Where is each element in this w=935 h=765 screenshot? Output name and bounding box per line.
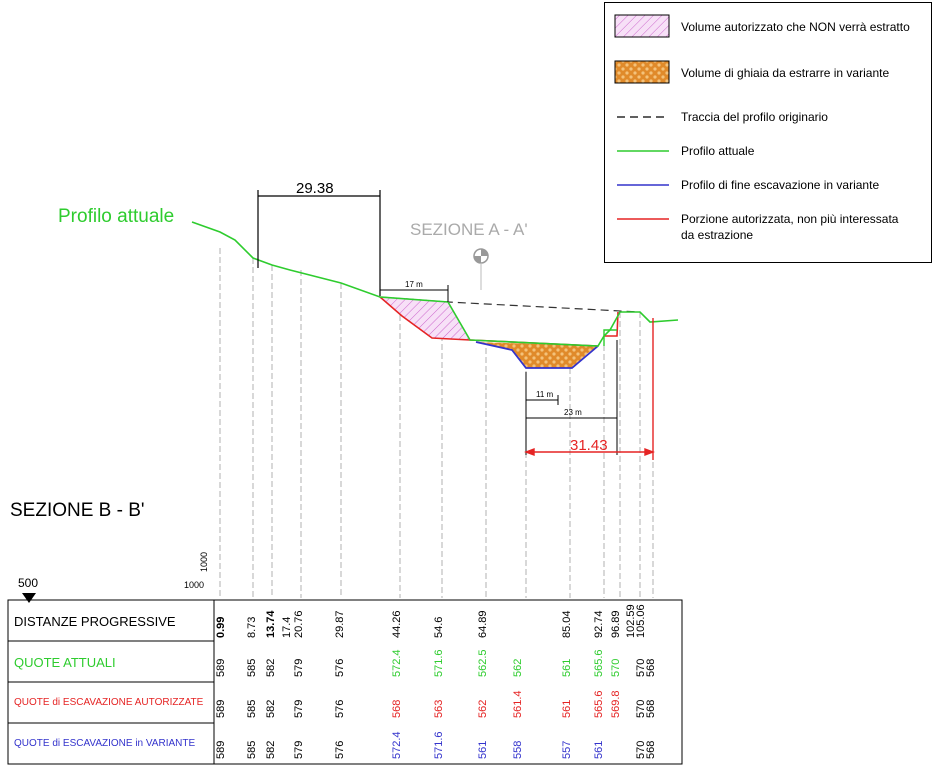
legend-label: Volume di ghiaia da estrarre in variante [681, 66, 890, 80]
quota-attuale-cell: 571.6 [433, 649, 445, 677]
blue-line-icon [617, 184, 669, 186]
red-line-icon [617, 218, 669, 220]
legend-item-red: Porzione autorizzata, non più interessat… [605, 207, 933, 257]
distance-cell: 20.76 [293, 610, 305, 638]
distance-cell: 105.06 [635, 604, 647, 638]
quota-variante-cell: 589 [215, 740, 227, 759]
quota-attuale-cell: 561 [561, 658, 573, 677]
legend-item-blue: Profilo di fine escavazione in variante [605, 173, 933, 197]
hatch-swatch-icon [614, 14, 670, 38]
distance-cell: 44.26 [391, 610, 403, 638]
distance-cell: 17.4 [281, 616, 293, 638]
section-marker-icon [473, 248, 489, 290]
dimension-29-38 [257, 190, 381, 296]
quota-attuale-cell: 585 [246, 658, 258, 677]
quota-variante-cell: 557 [561, 740, 573, 759]
scale-500-label: 500 [18, 576, 39, 590]
distance-cell: 92.74 [593, 610, 605, 638]
distance-cell: 8.73 [246, 616, 258, 638]
quota-attuale-cell: 565.6 [593, 649, 605, 677]
dim-11-label: 11 m [536, 390, 554, 399]
quota-autorizzata-cell: 579 [293, 699, 305, 718]
quota-variante-cell: 568 [645, 740, 657, 759]
quota-autorizzata-cell: 561.4 [512, 690, 524, 718]
green-line-icon [617, 150, 669, 152]
distance-cell: 64.89 [477, 610, 489, 638]
authorized-volume-hatch [380, 297, 470, 340]
quota-autorizzata-cell: 562 [477, 699, 489, 718]
scale-h-label: 1000 [184, 580, 205, 590]
distance-cell: 13.74 [265, 610, 277, 638]
quota-attuale-cell: 562 [512, 658, 524, 677]
quota-attuale-cell: 572.4 [391, 649, 403, 677]
section-bb-title: SEZIONE B - B' [10, 500, 145, 521]
quota-autorizzata-cell: 563 [433, 699, 445, 718]
legend-item-dashed: Traccia del profilo originario [605, 105, 933, 129]
dimension-17m [380, 285, 449, 302]
distance-cell: 29.87 [334, 610, 346, 638]
quota-autorizzata-cell: 568 [645, 699, 657, 718]
legend-item-green: Profilo attuale [605, 139, 933, 163]
distance-cell: 54.6 [433, 616, 445, 638]
quota-autorizzata-cell: 589 [215, 699, 227, 718]
quota-attuale-cell: 570 [610, 658, 622, 677]
row-label-distanze: DISTANZE PROGRESSIVE [14, 614, 176, 629]
quota-variante-cell: 561 [477, 740, 489, 759]
legend-label: Profilo attuale [681, 144, 755, 158]
section-aa-title: SEZIONE A - A' [410, 220, 528, 239]
quota-variante-cell: 572.4 [391, 731, 403, 759]
dimension-11-23 [525, 340, 618, 455]
quota-autorizzata-cell: 582 [265, 699, 277, 718]
quota-variante-cell: 585 [246, 740, 258, 759]
legend-label: Volume autorizzato che NON verrà estratt… [681, 20, 910, 34]
quota-attuale-cell: 579 [293, 658, 305, 677]
quota-variante-cell: 582 [265, 740, 277, 759]
row-label-quote-variante: QUOTE di ESCAVAZIONE in VARIANTE [14, 738, 196, 749]
legend: Volume autorizzato che NON verrà estratt… [604, 2, 932, 263]
quota-variante-cell: 558 [512, 740, 524, 759]
scale-v-label: 1000 [199, 551, 209, 572]
dashed-line-icon [617, 116, 669, 118]
quota-autorizzata-cell: 585 [246, 699, 258, 718]
legend-item-gravel: Volume di ghiaia da estrarre in variante [605, 59, 933, 84]
quota-attuale-cell: 589 [215, 658, 227, 677]
data-table-grid [7, 599, 683, 765]
quota-attuale-cell: 576 [334, 658, 346, 677]
quota-attuale-cell: 562.5 [477, 649, 489, 677]
quota-autorizzata-cell: 569.8 [610, 690, 622, 718]
quota-attuale-cell: 582 [265, 658, 277, 677]
quota-autorizzata-cell: 568 [391, 699, 403, 718]
legend-item-hatch: Volume autorizzato che NON verrà estratt… [605, 13, 933, 38]
profilo-attuale-label: Profilo attuale [58, 206, 175, 227]
quota-variante-cell: 561 [593, 740, 605, 759]
authorized-profile-right [604, 311, 619, 337]
quota-variante-cell: 579 [293, 740, 305, 759]
dim-31-label: 31.43 [570, 437, 608, 454]
dim-29-label: 29.38 [296, 180, 334, 197]
quota-variante-cell: 571.6 [433, 731, 445, 759]
row-label-quote-autorizzate: QUOTE di ESCAVAZIONE AUTORIZZATE [14, 697, 204, 708]
quota-autorizzata-cell: 561 [561, 699, 573, 718]
dimension-31-43 [524, 318, 655, 460]
legend-label: Profilo di fine escavazione in variante [681, 178, 880, 192]
quota-variante-cell: 576 [334, 740, 346, 759]
dim-17-label: 17 m [405, 280, 423, 289]
gravel-swatch-icon [614, 60, 670, 84]
variant-profile-line [475, 341, 599, 369]
current-profile-right [603, 329, 617, 346]
legend-label: Traccia del profilo originario [681, 110, 828, 124]
row-label-quote-attuali: QUOTE ATTUALI [14, 655, 116, 670]
quota-autorizzata-cell: 565.6 [593, 690, 605, 718]
distance-cell: 0.99 [215, 616, 227, 638]
quota-autorizzata-cell: 576 [334, 699, 346, 718]
distance-cell: 96.89 [610, 610, 622, 638]
scale-arrow-icon [22, 593, 36, 603]
distance-cell: 85.04 [561, 610, 573, 638]
legend-label: Porzione autorizzata, non più interessat… [681, 212, 899, 242]
quota-attuale-cell: 568 [645, 658, 657, 677]
dim-23-label: 23 m [564, 408, 582, 417]
